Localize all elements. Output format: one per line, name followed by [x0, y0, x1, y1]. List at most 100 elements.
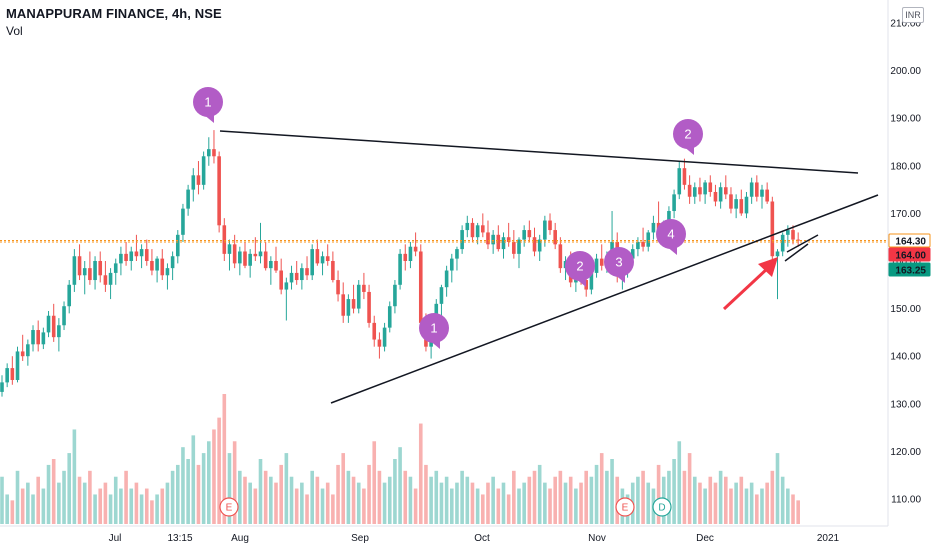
- volume-bar: [610, 459, 614, 524]
- price-tags: 164.30 164.00 163.25: [888, 233, 931, 277]
- price-tick-label: 190.00: [890, 114, 921, 125]
- candle: [0, 375, 4, 397]
- candle: [708, 175, 713, 197]
- candle: [362, 272, 366, 300]
- volume-bar: [207, 441, 211, 524]
- candle: [227, 239, 232, 271]
- volume-bar: [253, 488, 258, 524]
- candle: [20, 334, 25, 361]
- volume-bar: [796, 500, 800, 524]
- volume-bar: [667, 470, 671, 524]
- price-tag-green: 163.25: [888, 262, 931, 277]
- candle: [486, 220, 490, 250]
- volume-bar: [791, 494, 795, 524]
- candle: [765, 182, 769, 204]
- wave-label-4[interactable]: 2: [565, 251, 595, 287]
- candle: [222, 218, 227, 261]
- volume-bar: [279, 464, 283, 524]
- event-marker-e[interactable]: E: [219, 497, 239, 517]
- candle: [305, 256, 309, 281]
- candle: [253, 237, 258, 261]
- upper-trendline: [219, 130, 859, 174]
- svg-text:1: 1: [430, 321, 437, 336]
- volume-bar: [139, 494, 144, 524]
- volume-bar: [367, 464, 371, 524]
- volume-bar: [749, 482, 754, 524]
- candle: [553, 222, 557, 250]
- candle: [703, 180, 707, 204]
- volume-bar: [744, 488, 749, 524]
- wave-label-2[interactable]: 2: [673, 119, 703, 155]
- candle: [103, 261, 108, 292]
- volume-bar: [160, 488, 165, 524]
- volume-bar: [574, 488, 578, 524]
- wave-label-1[interactable]: 1: [193, 87, 223, 123]
- volume-bar: [362, 488, 366, 524]
- candle: [760, 184, 764, 209]
- candle: [672, 189, 676, 219]
- svg-text:2: 2: [684, 127, 691, 142]
- event-marker-d[interactable]: D: [652, 497, 672, 517]
- candle: [212, 130, 216, 164]
- volume-bar: [698, 482, 702, 524]
- volume-bar: [232, 441, 237, 524]
- candle: [382, 322, 387, 352]
- volume-bar: [734, 482, 738, 524]
- candle: [506, 222, 511, 247]
- volume-bar: [336, 464, 340, 524]
- currency-badge[interactable]: INR: [902, 7, 924, 23]
- candle: [51, 303, 56, 342]
- symbol-title[interactable]: MANAPPURAM FINANCE, 4h, NSE: [6, 6, 222, 21]
- svg-text:D: D: [658, 503, 665, 514]
- candle: [532, 227, 537, 257]
- price-tick-label: 120.00: [890, 447, 921, 458]
- volume-bar: [212, 429, 216, 524]
- volume-bar: [382, 482, 387, 524]
- volume-bar: [568, 476, 573, 524]
- volume-bar: [331, 494, 335, 524]
- candle: [770, 196, 775, 261]
- volume-indicator-label[interactable]: Vol: [6, 24, 23, 38]
- candle: [599, 244, 604, 271]
- volume-bar: [243, 476, 247, 524]
- volume-bar: [532, 470, 537, 524]
- candle: [734, 194, 738, 219]
- volume-bar: [82, 482, 87, 524]
- candle: [181, 203, 185, 242]
- volume-bar: [191, 435, 196, 524]
- candle: [439, 284, 444, 319]
- candle: [98, 251, 103, 283]
- volume-bar: [356, 482, 361, 524]
- volume-bar: [113, 476, 118, 524]
- svg-text:164.00: 164.00: [895, 251, 926, 262]
- price-tick-label: 130.00: [890, 399, 921, 410]
- wave-label-5[interactable]: 3: [604, 247, 634, 283]
- price-axis[interactable]: 110.00 120.00 130.00 140.00 150.00 160.00 170.…: [887, 0, 921, 526]
- volume-bar: [413, 488, 418, 524]
- time-axis[interactable]: Jul 13:15 Aug Sep Oct Nov Dec 2021: [0, 525, 888, 544]
- volume-bar: [93, 494, 97, 524]
- volume-bar: [708, 476, 713, 524]
- candle: [698, 177, 702, 202]
- candle: [175, 230, 180, 264]
- event-marker-e[interactable]: E: [615, 497, 635, 517]
- volume-bar: [222, 394, 227, 524]
- volume-bar: [760, 488, 764, 524]
- volume-bar: [300, 482, 304, 524]
- volume-bar: [780, 476, 785, 524]
- wave-label-3[interactable]: 1: [419, 313, 449, 349]
- candle: [191, 168, 196, 202]
- candle: [62, 301, 66, 331]
- volume-bar: [346, 470, 351, 524]
- wave-label-6[interactable]: 4: [656, 219, 686, 255]
- volume-bar: [77, 476, 82, 524]
- candle: [460, 225, 464, 254]
- volume-bar: [269, 476, 273, 524]
- volume-bar: [558, 470, 563, 524]
- volume-bar: [150, 500, 154, 524]
- volume-bar: [108, 494, 113, 524]
- chart-header: MANAPPURAM FINANCE, 4h, NSE Vol: [6, 6, 222, 38]
- candle: [470, 218, 475, 242]
- candle: [201, 151, 206, 190]
